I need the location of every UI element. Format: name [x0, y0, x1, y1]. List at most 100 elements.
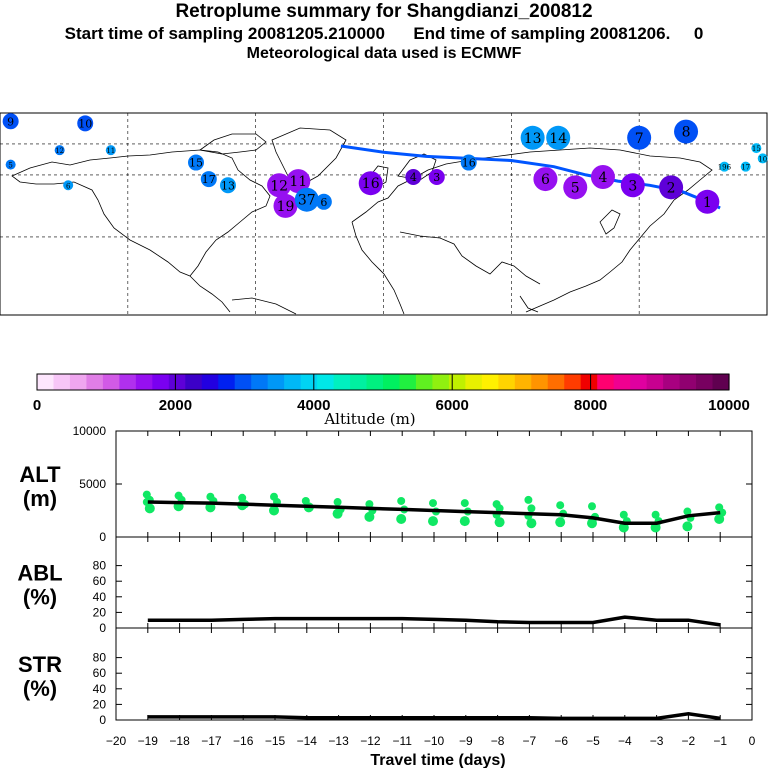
cluster-label: 4 — [410, 171, 417, 184]
scatter-point — [683, 507, 692, 516]
colorbar-swatch — [86, 374, 104, 390]
time-series-panels: 0500010000ALT(m)020406080ABL(%)020406080… — [17, 424, 755, 748]
coast-central-america — [189, 275, 231, 313]
cluster-label: 1 — [703, 195, 712, 211]
y-axis-label: ABL — [17, 561, 62, 586]
scatter-point — [332, 508, 343, 519]
colorbar-tick-label: 10000 — [708, 397, 750, 414]
y-axis-unit: (%) — [23, 676, 57, 701]
colorbar-swatch — [152, 374, 170, 390]
x-tick-label: −3 — [650, 734, 664, 748]
cluster-label: 10 — [78, 117, 92, 130]
colorbar-swatch — [251, 374, 269, 390]
cluster-point — [267, 173, 292, 198]
scatter-point — [429, 499, 437, 508]
colorbar-swatch — [218, 374, 236, 390]
cluster-point — [2, 113, 19, 130]
colorbar-swatch — [399, 374, 417, 390]
cluster-label: 12 — [270, 178, 288, 194]
coast-india — [519, 295, 539, 313]
cluster-label: 16 — [462, 157, 476, 170]
y-axis-unit: (%) — [23, 585, 57, 610]
colorbar-swatch — [597, 374, 615, 390]
cluster-label: 4 — [598, 170, 607, 186]
series-line — [147, 712, 721, 721]
y-tick-label: 80 — [93, 559, 107, 573]
colorbar-tick-label: 4000 — [297, 397, 330, 414]
x-tick-label: −18 — [169, 734, 190, 748]
cluster-label: 15 — [189, 157, 203, 170]
cluster-label: 19 — [277, 199, 295, 215]
panel-frame — [115, 536, 753, 629]
scatter-point — [650, 522, 661, 533]
x-tick-label: −12 — [360, 734, 381, 748]
scatter-point — [555, 517, 566, 528]
x-tick-label: 0 — [749, 734, 756, 748]
colorbar-tick-label: 6000 — [436, 397, 469, 414]
colorbar-swatch — [696, 374, 714, 390]
colorbar-swatch — [630, 374, 648, 390]
colorbar-swatch — [317, 374, 335, 390]
colorbar-swatch — [69, 374, 88, 390]
colorbar-swatch — [498, 374, 516, 390]
cluster-label: 8 — [682, 125, 691, 141]
panel-alt: 0 5000 10000 ALT(m) — [19, 424, 753, 544]
colorbar-swatches — [37, 374, 730, 390]
cluster-point — [188, 154, 205, 171]
colorbar-swatch — [284, 374, 302, 390]
cluster-point — [294, 187, 319, 212]
cluster-point — [520, 125, 545, 150]
cluster-point — [428, 169, 445, 186]
x-tick-label: −20 — [106, 734, 127, 748]
scatter-point — [494, 517, 505, 528]
y-tick-label: 0 — [99, 530, 106, 544]
colorbar-swatch — [350, 374, 368, 390]
colorbar-swatch — [663, 374, 681, 390]
cluster-point — [77, 115, 94, 132]
scatter-point — [333, 498, 342, 507]
cluster-point — [358, 171, 383, 196]
coast-south-america — [231, 297, 297, 315]
colorbar-swatch — [300, 374, 318, 390]
cluster-point — [460, 154, 477, 171]
cluster-label: 3 — [628, 178, 637, 194]
y-tick-label: 0 — [99, 713, 106, 727]
scatter-point — [397, 496, 406, 505]
coast-arctic-islands — [198, 133, 267, 155]
sampling-times: Start time of sampling 20081205.210000 E… — [0, 24, 768, 44]
x-tick-label: −4 — [618, 734, 632, 748]
x-tick-label: −16 — [233, 734, 254, 748]
colorbar-swatch — [135, 374, 153, 390]
y-axis-label: ALT — [19, 462, 61, 487]
colorbar-swatch — [646, 374, 664, 390]
colorbar-swatch — [102, 374, 120, 390]
colorbar-swatch — [366, 374, 384, 390]
cluster-label: 11 — [289, 174, 307, 190]
cluster-label: 6 — [541, 172, 550, 188]
colorbar-swatch — [415, 374, 434, 390]
scatter-point — [428, 516, 438, 527]
panel-frame — [115, 627, 753, 721]
colorbar-swatch — [613, 374, 631, 390]
scatter-point — [364, 511, 375, 522]
colorbar: 0 2000 4000 6000 8000 10000 Altitude (m) — [33, 373, 750, 428]
x-tick-label: −14 — [297, 734, 318, 748]
cluster-point — [105, 145, 116, 156]
coast-mediterranean-arabia — [399, 231, 541, 285]
cluster-point — [590, 165, 615, 190]
colorbar-tick-label: 0 — [33, 397, 41, 414]
cluster-point — [546, 125, 571, 150]
colorbar-swatch — [465, 374, 483, 390]
scatter-point — [365, 500, 374, 509]
cluster-point — [54, 145, 65, 156]
y-tick-label: 20 — [93, 605, 107, 619]
colorbar-swatch — [712, 374, 730, 390]
colorbar-swatch — [37, 374, 55, 390]
cluster-label: 5 — [8, 162, 12, 170]
scatter-point — [460, 499, 469, 508]
colorbar-swatch — [201, 374, 219, 390]
cluster-label: 14 — [549, 131, 567, 147]
colorbar-swatch — [53, 374, 71, 390]
